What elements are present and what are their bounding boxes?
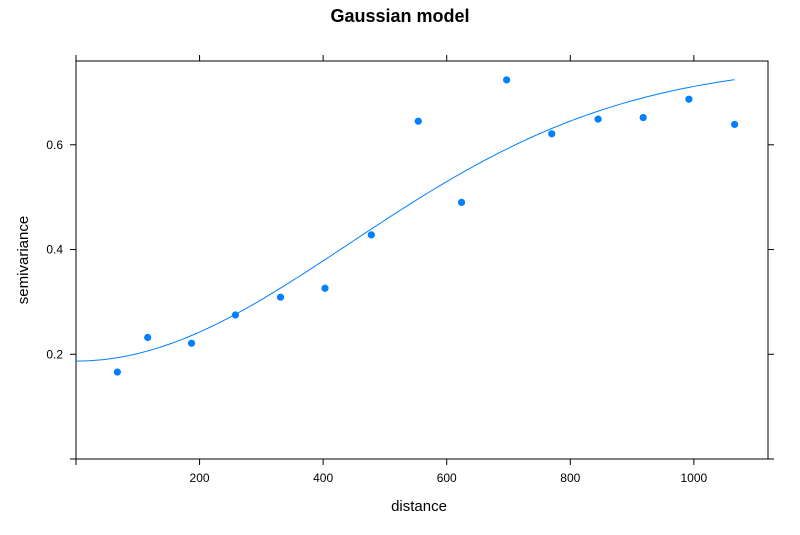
y-tick-label: 0.4	[46, 243, 63, 257]
x-tick-label: 400	[313, 471, 333, 485]
x-tick-label: 800	[560, 471, 580, 485]
data-point	[639, 113, 647, 122]
y-axis: 0.2 0.4 0.6	[46, 138, 774, 361]
data-point	[414, 117, 422, 125]
x-tick-label: 1000	[681, 471, 708, 485]
x-tick-label: 600	[437, 471, 457, 485]
data-point	[144, 333, 152, 342]
data-point	[321, 284, 329, 292]
y-axis-label: semivariance	[15, 216, 32, 304]
data-point	[548, 130, 556, 138]
data-point	[457, 198, 466, 206]
data-point	[503, 76, 511, 84]
data-points	[113, 76, 739, 376]
chart-title: Gaussian model	[330, 6, 469, 26]
data-point	[594, 115, 602, 123]
x-axis: 200 400 600 800 1000	[70, 55, 774, 485]
data-point	[187, 339, 196, 347]
data-point	[113, 368, 121, 376]
x-tick-label: 200	[190, 471, 210, 485]
data-point	[231, 311, 240, 319]
data-point	[367, 231, 375, 239]
data-point	[731, 120, 739, 128]
y-tick-label: 0.2	[46, 347, 63, 361]
x-axis-label: distance	[391, 498, 447, 515]
fitted-curve	[75, 79, 735, 362]
y-tick-label: 0.6	[46, 138, 63, 152]
data-point	[276, 293, 285, 301]
plot-frame	[75, 60, 769, 460]
data-point	[685, 95, 693, 103]
